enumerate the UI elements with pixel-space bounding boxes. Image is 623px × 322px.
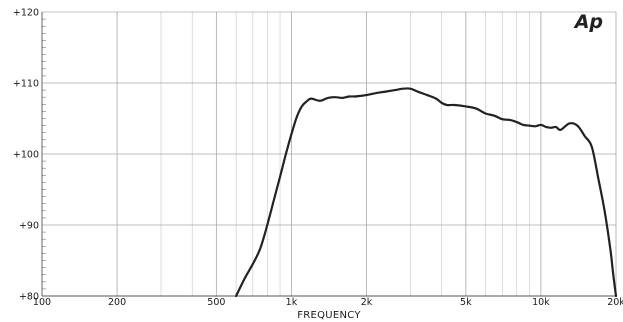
x-axis-tick-labels: 100 200 500 1k 2k 5k 10k 20k (33, 297, 623, 308)
y-tick-label: +100 (13, 150, 39, 161)
y-tick-label: +80 (19, 292, 39, 303)
y-tick-label: +110 (13, 79, 39, 90)
response-curve-line (235, 87, 618, 298)
y-axis-tick-labels: +80 +90 +100 +110 +120 (13, 8, 39, 303)
logo-ap: Ap (573, 11, 603, 33)
y-minor-ticks (42, 18, 46, 290)
x-tick-label: 100 (33, 297, 51, 308)
x-tick-label: 1k (286, 297, 298, 308)
major-gridlines (42, 82, 616, 226)
x-tick-label: 500 (207, 297, 225, 308)
x-axis-title: FREQUENCY (297, 310, 361, 321)
x-tick-label: 20k (607, 297, 623, 308)
x-tick-label: 5k (460, 297, 472, 308)
x-tick-label: 2k (361, 297, 373, 308)
x-tick-label: 10k (532, 297, 550, 308)
y-tick-label: +120 (13, 8, 39, 19)
y-tick-label: +90 (19, 221, 39, 232)
x-tick-label: 200 (108, 297, 126, 308)
